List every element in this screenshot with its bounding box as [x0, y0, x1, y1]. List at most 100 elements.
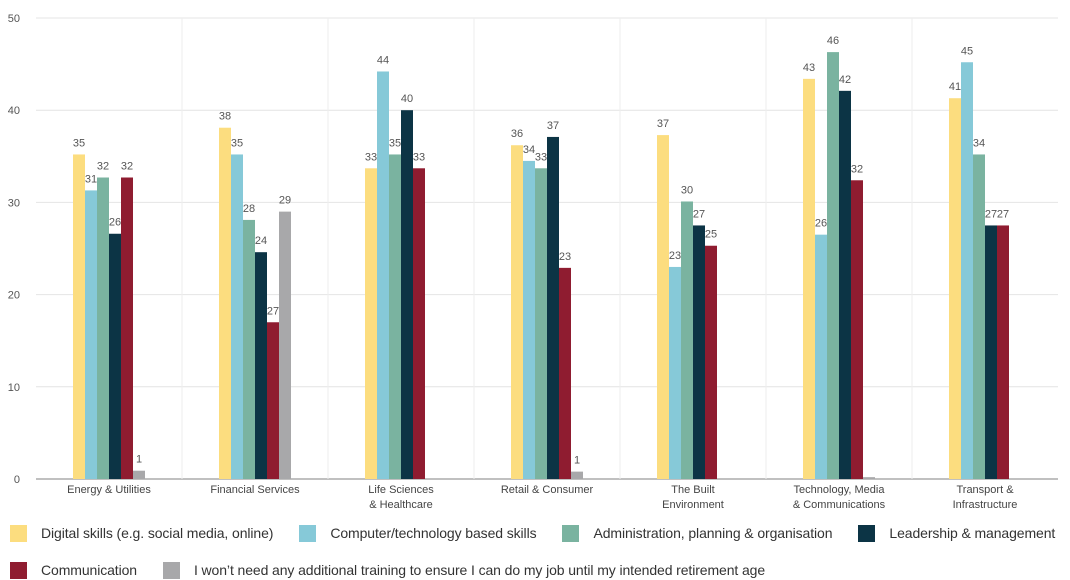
- legend-swatch-no-training: [162, 561, 180, 579]
- legend-item-administration: Administration, planning & organisation: [562, 524, 833, 542]
- legend-swatch-leadership: [858, 524, 876, 542]
- bar-3-3: [389, 154, 401, 479]
- y-tick-label: 0: [14, 474, 20, 486]
- bar-5-3: [413, 168, 425, 479]
- legend-item-digital-skills: Digital skills (e.g. social media, onlin…: [10, 524, 273, 542]
- legend-label-leadership: Leadership & management: [889, 525, 1056, 541]
- legend-swatch-computer-skills: [299, 524, 317, 542]
- data-label: 40: [401, 93, 413, 105]
- bar-3-7: [973, 154, 985, 479]
- data-label: 32: [97, 161, 109, 173]
- data-label: 23: [559, 251, 571, 263]
- legend-label-administration: Administration, planning & organisation: [593, 525, 833, 541]
- bar-4-7: [985, 225, 997, 479]
- bar-3-1: [97, 177, 109, 480]
- data-label: 34: [523, 144, 535, 156]
- legend-swatch-digital-skills: [10, 524, 27, 542]
- bar-3-5: [681, 201, 693, 479]
- data-label: 35: [73, 137, 85, 149]
- data-label: 23: [669, 250, 681, 262]
- legend-row-2: Communication I won’t need any additiona…: [10, 560, 791, 580]
- bar-1-2: [219, 127, 231, 479]
- data-label: 32: [121, 161, 133, 173]
- bar-2-5: [669, 266, 681, 479]
- legend-label-communication: Communication: [41, 562, 137, 578]
- data-label: 27: [985, 208, 997, 220]
- bar-2-7: [961, 62, 973, 479]
- x-tick-label: & Healthcare: [369, 499, 433, 510]
- bar-4-3: [401, 110, 413, 479]
- data-label: 35: [389, 137, 401, 149]
- x-tick-label: Technology, Media: [794, 484, 886, 496]
- y-tick-label: 40: [8, 105, 20, 117]
- bar-6-6: [863, 477, 875, 479]
- data-label: 32: [851, 163, 863, 175]
- x-tick-label: Environment: [662, 499, 724, 510]
- data-label: 46: [827, 35, 839, 47]
- data-label: 36: [511, 128, 523, 140]
- bar-5-6: [851, 180, 863, 479]
- legend-row-1: Digital skills (e.g. social media, onlin…: [10, 523, 1070, 543]
- data-label: 34: [973, 137, 985, 149]
- x-tick-label: Retail & Consumer: [501, 484, 594, 496]
- bar-5-2: [267, 322, 279, 479]
- data-label: 44: [377, 54, 389, 66]
- data-label: 30: [681, 184, 693, 196]
- data-label: 33: [413, 151, 425, 163]
- bar-6-4: [571, 471, 583, 479]
- bar-4-1: [109, 233, 121, 479]
- data-label: 29: [279, 195, 291, 207]
- data-label: 28: [243, 203, 255, 215]
- data-label: 27: [693, 208, 705, 220]
- data-label: 33: [535, 151, 547, 163]
- bar-6-2: [279, 211, 291, 479]
- data-label: 31: [85, 173, 97, 185]
- bar-1-7: [949, 98, 961, 480]
- legend-item-communication: Communication: [10, 561, 137, 579]
- bar-4-5: [693, 225, 705, 479]
- data-label: 26: [815, 218, 827, 230]
- legend-label-no-training: I won’t need any additional training to …: [193, 562, 766, 578]
- data-label: 38: [219, 111, 231, 123]
- bar-4-6: [839, 90, 851, 479]
- data-label: 42: [839, 74, 851, 86]
- bar-3-2: [243, 219, 255, 479]
- data-label: 25: [705, 229, 717, 241]
- x-tick-label: Life Sciences: [368, 484, 434, 496]
- bar-5-7: [997, 225, 1009, 479]
- data-label: 37: [547, 120, 559, 132]
- bar-1-1: [73, 154, 85, 479]
- legend-item-leadership: Leadership & management: [858, 524, 1056, 542]
- x-tick-label: Financial Services: [210, 484, 300, 496]
- chart-area: 0 10 20 30 40 50 35 31 32 26 32 1 Energy & Utilities…: [8, 13, 1058, 511]
- y-tick-label: 10: [8, 382, 20, 394]
- x-tick-label: The Built: [671, 484, 714, 496]
- bar-3-4: [535, 168, 547, 479]
- y-tick-label: 30: [8, 197, 20, 209]
- data-label: 45: [961, 45, 973, 57]
- data-label: 24: [255, 235, 267, 247]
- bar-4-4: [547, 136, 559, 480]
- legend-item-no-training: I won’t need any additional training to …: [162, 561, 766, 579]
- bar-2-6: [815, 234, 827, 479]
- legend-item-computer-skills: Computer/technology based skills: [299, 524, 537, 542]
- legend: Digital skills (e.g. social media, onlin…: [0, 515, 1070, 580]
- legend-swatch-communication: [10, 561, 27, 579]
- bar-2-2: [231, 154, 243, 479]
- bar-3-6: [827, 52, 839, 479]
- x-tick-label: Energy & Utilities: [67, 484, 151, 496]
- data-label: 43: [803, 62, 815, 74]
- bar-2-3: [377, 71, 389, 479]
- bar-5-1: [121, 177, 133, 480]
- legend-label-computer-skills: Computer/technology based skills: [330, 525, 537, 541]
- data-label: 35: [231, 137, 243, 149]
- data-label: 41: [949, 81, 961, 93]
- bar-2-1: [85, 190, 97, 479]
- bar-6-1: [133, 470, 145, 479]
- x-tick-label: & Communications: [793, 499, 886, 510]
- bar-2-4: [523, 160, 535, 479]
- data-label: 26: [109, 217, 121, 229]
- bar-4-2: [255, 252, 267, 479]
- data-label: 27: [997, 208, 1009, 220]
